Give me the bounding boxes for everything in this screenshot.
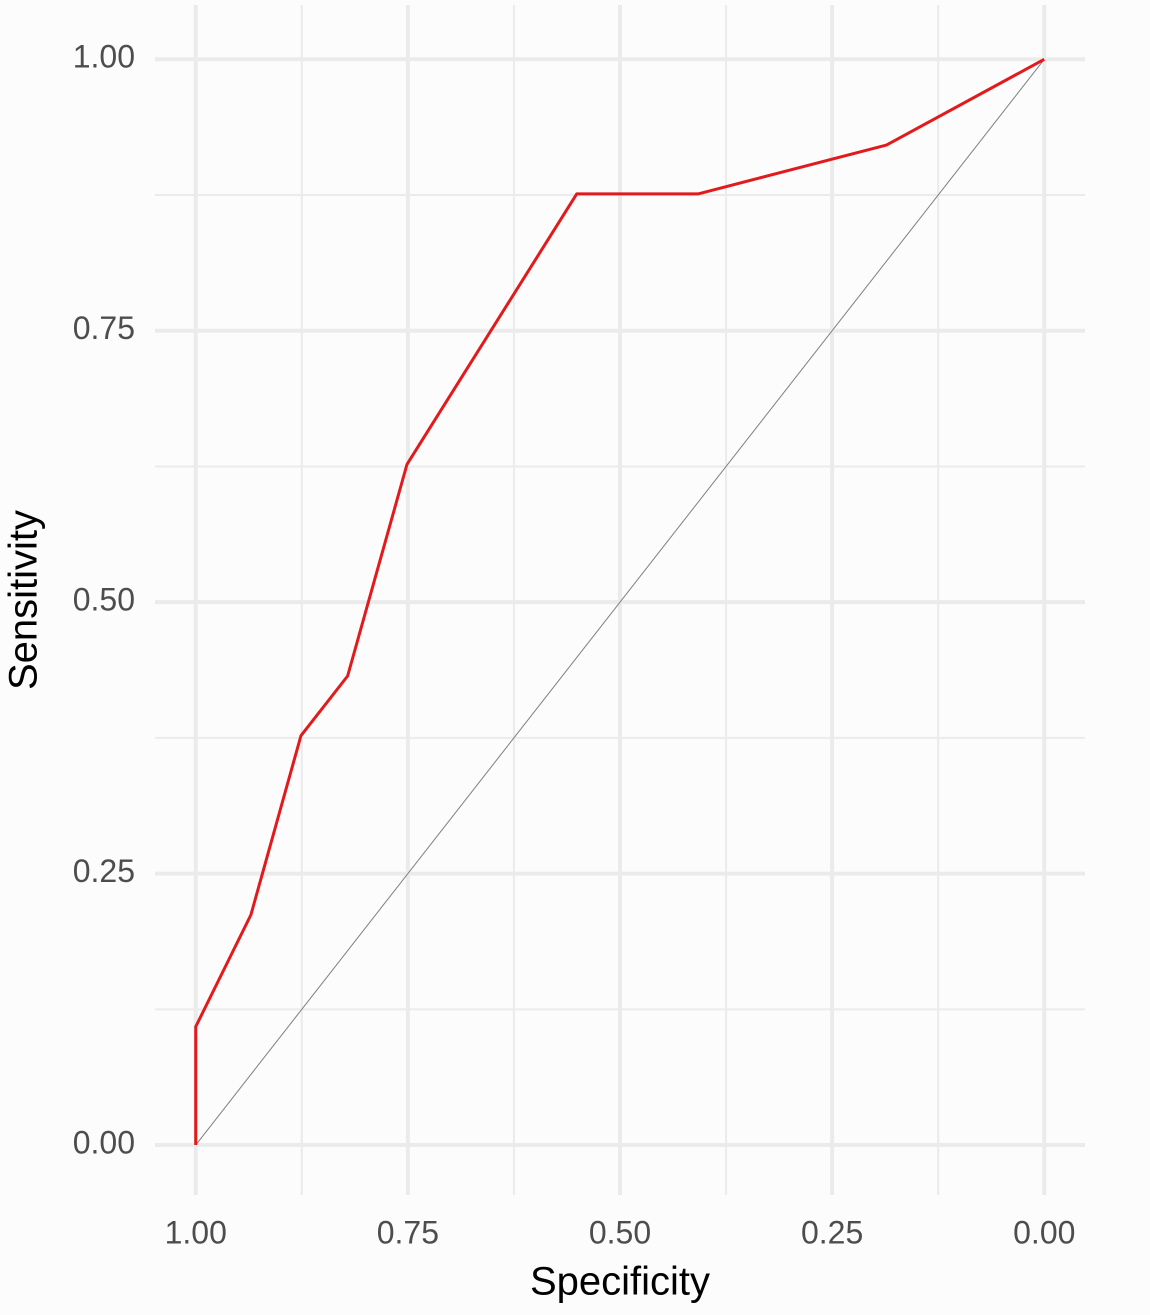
y-tick-label: 0.25 <box>73 853 135 889</box>
y-tick-label: 1.00 <box>73 39 135 75</box>
x-tick-label: 0.00 <box>1013 1214 1075 1250</box>
x-tick-label: 1.00 <box>165 1214 227 1250</box>
y-tick-label: 0.75 <box>73 310 135 346</box>
roc-curve <box>194 57 1045 1146</box>
y-tick-label: 0.50 <box>73 582 135 618</box>
reference-line <box>195 58 1045 1146</box>
x-tick-label: 0.25 <box>801 1214 863 1250</box>
x-axis-title: Specificity <box>530 1260 710 1304</box>
grid <box>155 5 1085 1195</box>
y-axis-title: Sensitivity <box>2 510 46 690</box>
x-tick-label: 0.50 <box>589 1214 651 1250</box>
y-tick-label: 0.00 <box>73 1125 135 1161</box>
x-tick-label: 0.75 <box>377 1214 439 1250</box>
plot-area <box>194 57 1045 1146</box>
